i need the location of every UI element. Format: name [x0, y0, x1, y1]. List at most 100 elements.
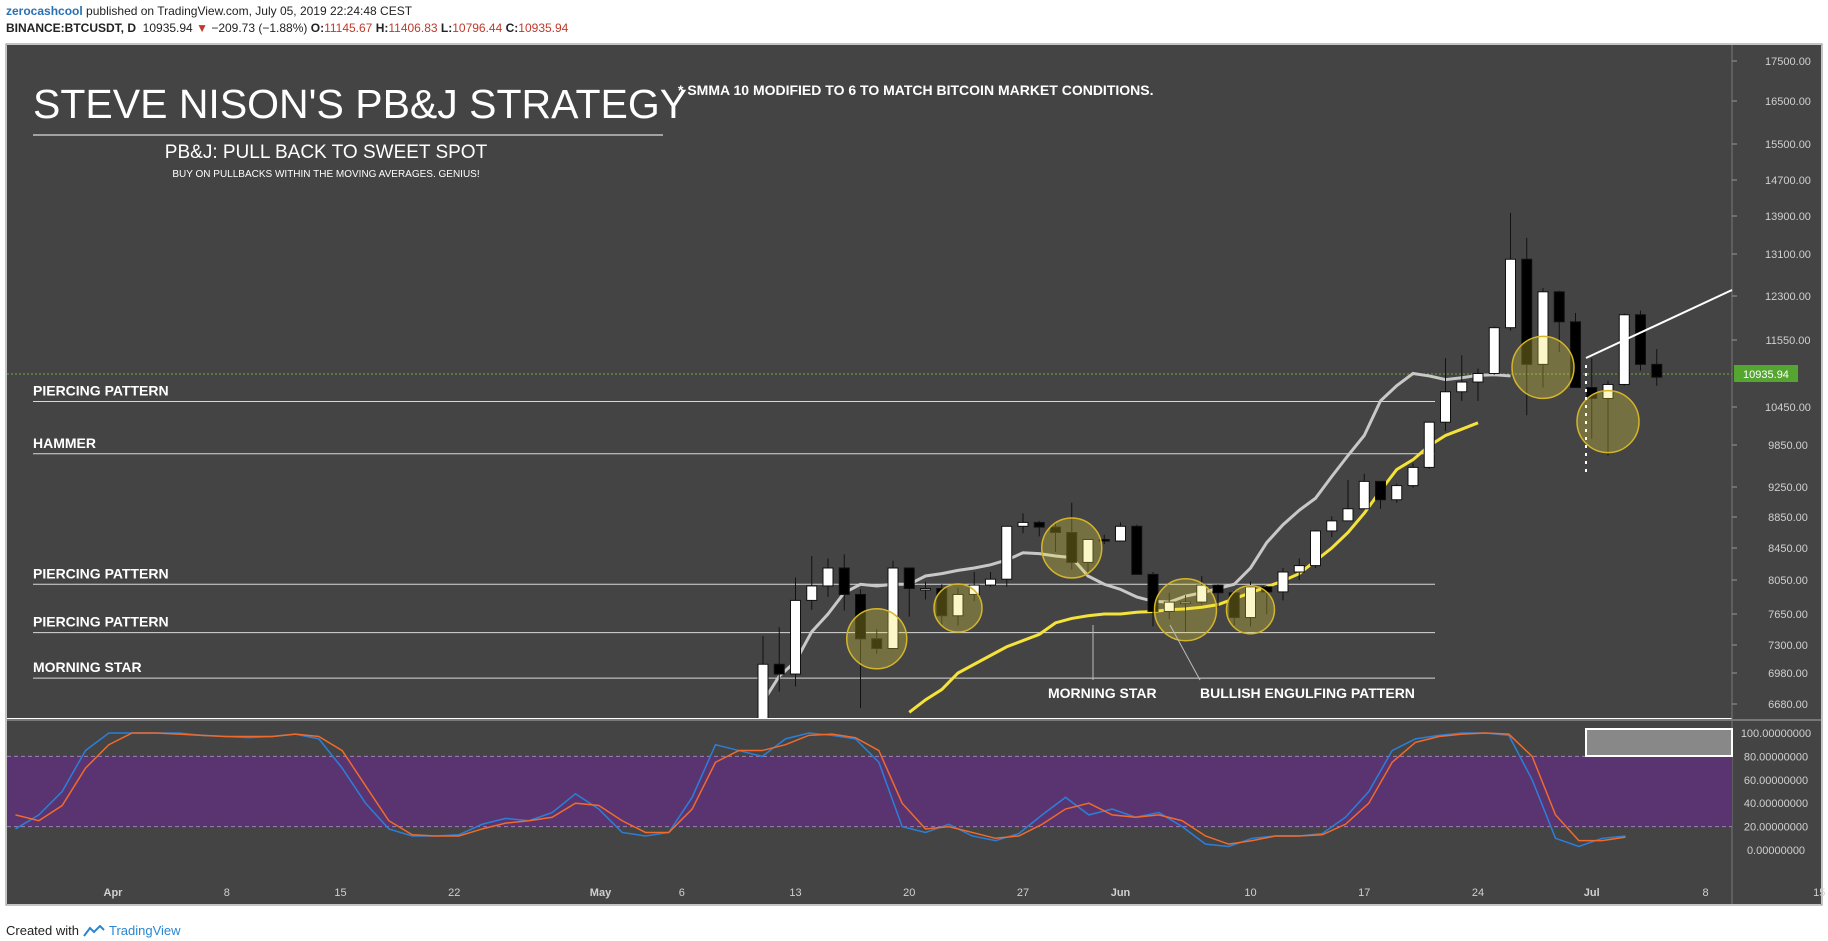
price-tick-label: 9850.00 [1768, 440, 1808, 452]
pullback-circle [1225, 585, 1276, 635]
down-arrow-icon: ▼ [196, 21, 208, 35]
tradingview-link[interactable]: TradingView [108, 923, 181, 938]
price-axis-background [1732, 45, 1821, 904]
price-tick-label: 6980.00 [1768, 668, 1808, 680]
footer: Created with TradingView [6, 923, 181, 938]
time-tick-label: 6 [679, 887, 685, 899]
candlesticks [757, 212, 1663, 718]
candle-down [1570, 321, 1581, 389]
price-tick-label: 17500.00 [1765, 56, 1811, 68]
open-label: O: [310, 21, 325, 35]
time-tick-label: 24 [1472, 887, 1484, 899]
bullish-engulfing-arrow [1169, 624, 1201, 681]
candle-down [936, 588, 948, 617]
stochastic-band [7, 755, 1732, 828]
candle-up [887, 567, 899, 649]
oscillator-tick-label: 20.00000000 [1744, 822, 1808, 834]
candle-up [1537, 291, 1549, 365]
candle-up [1618, 314, 1630, 385]
price-tick-label: 13900.00 [1765, 211, 1811, 223]
candle-down [1375, 480, 1386, 501]
candle-up [1326, 520, 1338, 532]
close-value: 10935.94 [518, 21, 569, 35]
price-change: −209.73 (−1.88%) [211, 21, 308, 35]
candle-up [1505, 258, 1516, 329]
time-tick-label: 17 [1358, 887, 1370, 899]
candle-down [1131, 525, 1143, 575]
price-pane-background [7, 45, 1732, 718]
candle-down [1521, 258, 1533, 365]
price-tick-label: 11550.00 [1765, 335, 1810, 347]
price-tick-label: 7650.00 [1768, 609, 1808, 621]
candle-up [1293, 565, 1305, 573]
candle-up [790, 599, 801, 675]
candle-up [1082, 538, 1094, 563]
pattern-label: PIERCING PATTERN [33, 614, 169, 630]
oscillator-tick-label: 0.00000000 [1747, 845, 1805, 857]
time-axis-background [7, 878, 1732, 904]
pattern-label: MORNING STAR [33, 659, 142, 675]
pullback-circle [1511, 335, 1575, 400]
candle-up [1001, 525, 1013, 580]
candle-down [1050, 526, 1061, 534]
tradingview-logo-icon [83, 924, 105, 937]
pattern-label: PIERCING PATTERN [33, 383, 169, 399]
time-tick-label: 8 [1702, 887, 1708, 899]
time-axis[interactable]: Apr 8 15 22 May 6 13 20 27 Jun 10 17 24 Jul 8 15 [104, 887, 1826, 899]
price-tick-label: 8450.00 [1768, 543, 1808, 555]
candle-up [1277, 571, 1289, 593]
price-axis[interactable]: 17500.00 16500.00 15500.00 14700.00 13900.00… [1732, 56, 1811, 711]
time-tick-label: May [590, 887, 612, 899]
oscillator-tick-label: 60.00000000 [1744, 775, 1808, 787]
candle-down [1147, 573, 1159, 612]
candle-up [1472, 373, 1484, 383]
price-tick-label: 14700.00 [1765, 175, 1811, 187]
candle-up [1456, 381, 1468, 393]
candle-down [871, 638, 883, 649]
time-tick-label: 15 [1813, 887, 1825, 899]
candle-down [838, 567, 850, 595]
high-label: H: [375, 21, 389, 35]
candle-down [1033, 521, 1045, 528]
price-tick-label: 8050.00 [1768, 575, 1808, 587]
projection-line [1585, 289, 1733, 359]
last-price: 10935.94 [142, 21, 193, 35]
oscillator-tick-label: 100.00000000 [1741, 728, 1811, 740]
candle-down [1098, 538, 1110, 542]
candle-up [1163, 601, 1175, 612]
price-tag-background [1734, 365, 1798, 382]
time-tick-label: Jun [1111, 887, 1131, 899]
pullback-circle [1576, 389, 1640, 454]
pattern-label: HAMMER [33, 435, 96, 451]
price-tick-label: 7300.00 [1768, 640, 1808, 652]
candle-down [1635, 314, 1646, 365]
candle-up [1115, 525, 1126, 542]
price-tick-label: 12300.00 [1765, 291, 1811, 303]
candle-down [1651, 363, 1663, 378]
close-label: C: [505, 21, 519, 35]
time-tick-label: 10 [1244, 887, 1256, 899]
bullish-engulfing-label: BULLISH ENGULFING PATTERN [1200, 685, 1415, 701]
time-tick-label: 22 [448, 887, 460, 899]
price-tick-label: 15500.00 [1765, 139, 1811, 151]
candle-up [1310, 530, 1321, 567]
pattern-label: PIERCING PATTERN [33, 565, 169, 581]
candle-up [1180, 601, 1191, 605]
author-link[interactable]: zerocashcool [6, 4, 83, 18]
strategy-title: STEVE NISON'S PB&J STRATEGY [33, 81, 687, 127]
price-tick-label: 13100.00 [1765, 249, 1811, 261]
price-tick-label: 8850.00 [1768, 512, 1808, 524]
candle-up [1245, 586, 1256, 619]
candle-up [920, 588, 931, 591]
created-with-label: Created with [6, 923, 79, 938]
candle-up [1440, 391, 1451, 423]
time-tick-label: Jul [1584, 887, 1600, 899]
candle-up [1358, 480, 1370, 510]
oscillator-tick-label: 80.00000000 [1744, 751, 1808, 763]
stochastic-lines [15, 732, 1626, 848]
time-tick-label: 27 [1017, 887, 1029, 899]
low-value: 10796.44 [452, 21, 503, 35]
oscillator-axis[interactable]: 100.00000000 80.00000000 60.00000000 40.000… [1741, 728, 1811, 857]
candle-up [985, 578, 996, 586]
